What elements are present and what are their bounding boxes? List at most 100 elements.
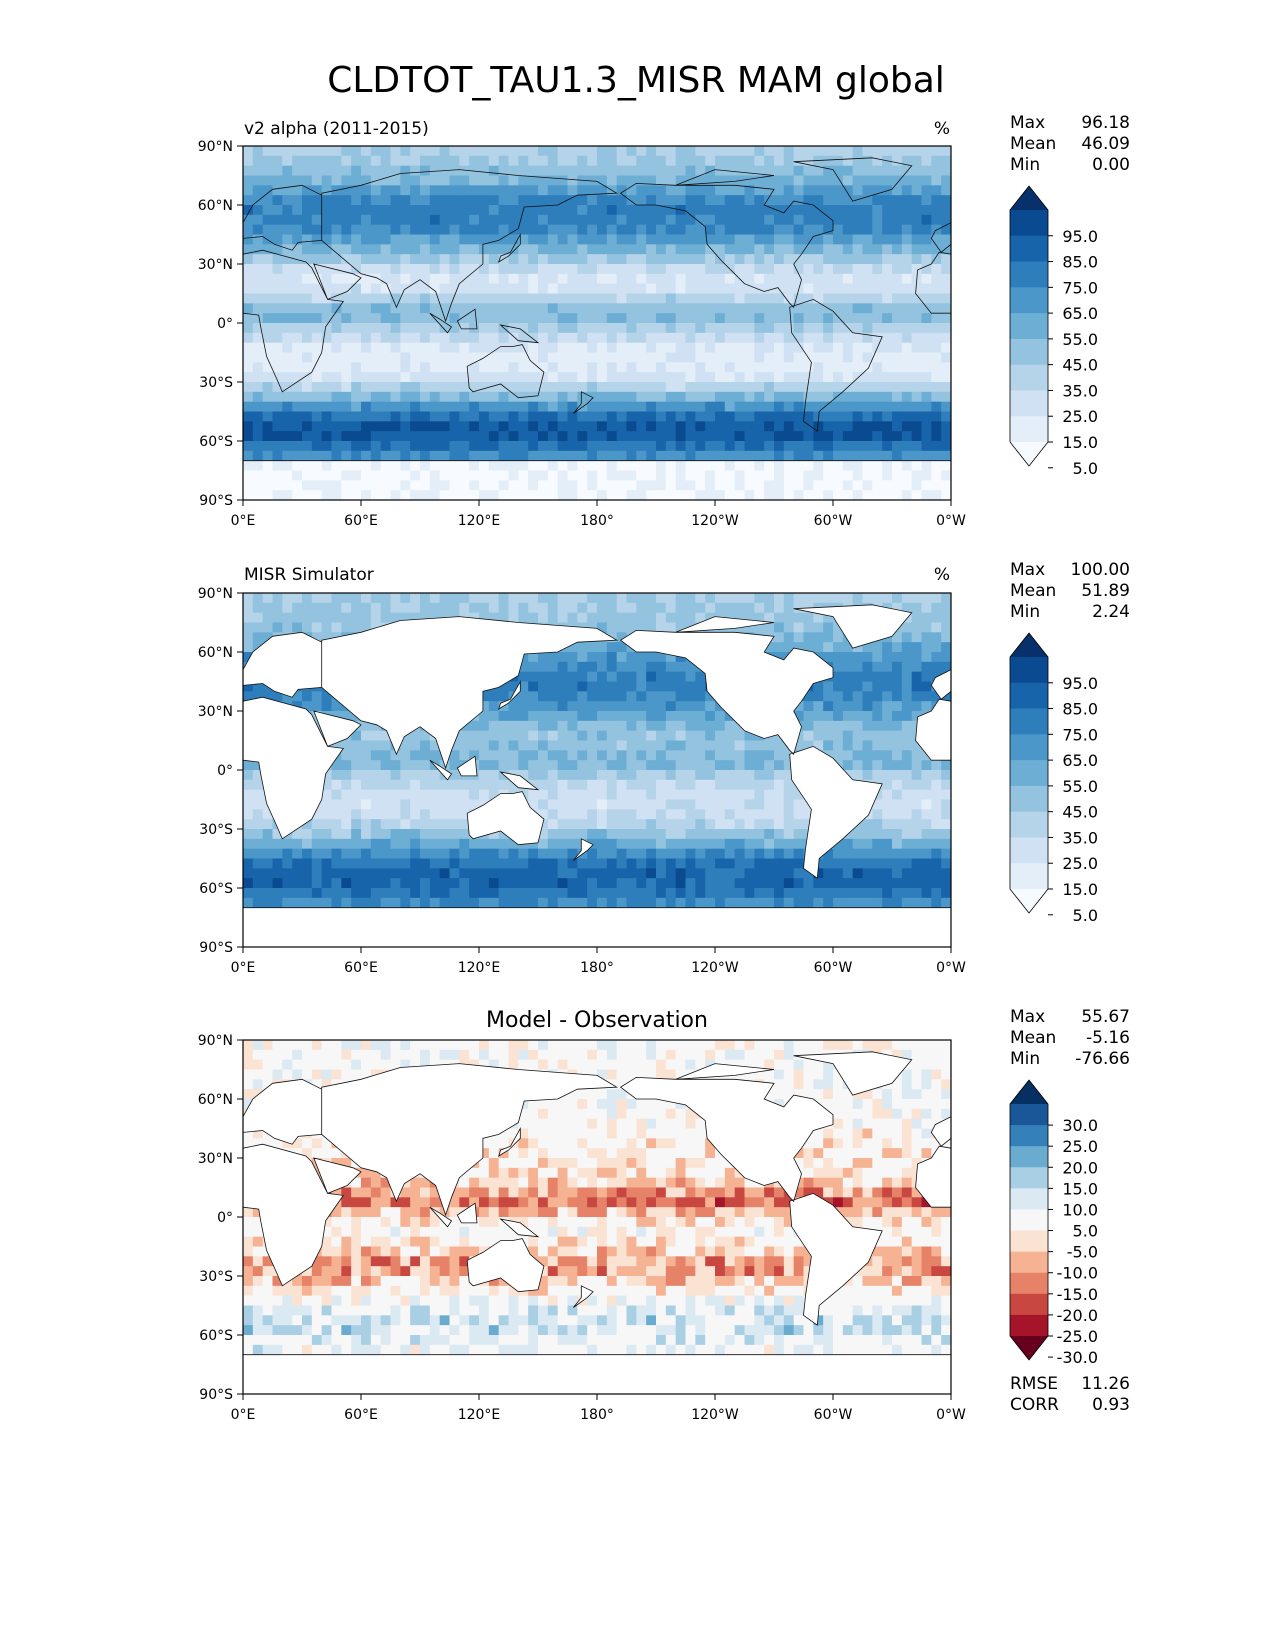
field-cell — [282, 362, 293, 373]
field-cell — [744, 155, 755, 167]
field-cell — [803, 293, 814, 304]
field-cell — [911, 185, 922, 196]
field-cell — [479, 888, 490, 899]
field-cell — [744, 460, 755, 471]
field-cell — [498, 165, 509, 176]
field-cell — [744, 283, 755, 294]
field-cell — [734, 283, 745, 294]
field-cell — [567, 681, 578, 692]
field-cell — [557, 819, 568, 830]
field-cell — [695, 401, 706, 412]
field-cell — [675, 175, 686, 186]
field-cell — [783, 342, 795, 353]
field-cell — [764, 332, 775, 344]
field-cell — [439, 214, 450, 226]
field-cell — [311, 224, 323, 235]
field-cell — [705, 401, 716, 412]
field-cell — [862, 323, 873, 334]
field-cell — [774, 382, 785, 393]
field-cell — [380, 770, 391, 781]
field-cell — [479, 789, 490, 800]
field-cell — [626, 848, 637, 859]
field-cell — [311, 858, 323, 869]
field-cell — [528, 730, 539, 741]
field-cell — [243, 858, 254, 869]
field-cell — [508, 421, 519, 432]
field-cell — [469, 382, 480, 393]
field-cell — [292, 175, 303, 186]
field-cell — [685, 858, 696, 869]
field-cell — [675, 848, 686, 859]
field-cell — [636, 224, 647, 235]
field-cell — [351, 185, 362, 196]
field-cell — [665, 661, 677, 673]
field-cell — [823, 632, 834, 643]
field-cell — [252, 602, 264, 614]
field-cell — [243, 332, 254, 344]
field-cell — [252, 303, 264, 314]
field-cell — [646, 313, 657, 324]
field-cell — [390, 602, 401, 614]
field-cell — [921, 632, 932, 643]
field-cell — [823, 165, 834, 176]
field-cell — [577, 342, 588, 353]
field-cell — [842, 411, 854, 422]
field-cell — [774, 146, 785, 157]
field-cell — [528, 313, 539, 324]
field-cell — [882, 313, 893, 324]
field-cell — [262, 362, 273, 373]
field-cell — [429, 799, 441, 810]
field-cell — [538, 411, 549, 422]
field-cell — [882, 362, 893, 373]
field-cell — [764, 450, 775, 462]
field-cell — [813, 711, 824, 722]
field-cell — [872, 431, 883, 442]
field-cell — [921, 431, 932, 442]
field-cell — [528, 661, 539, 673]
field-cell — [331, 155, 342, 167]
field-cell — [783, 214, 795, 226]
field-cell — [941, 460, 951, 471]
field-cell — [774, 612, 785, 623]
field-cell — [685, 146, 696, 157]
field-cell — [361, 490, 372, 500]
field-cell — [400, 391, 411, 403]
field-cell — [852, 155, 863, 167]
field-cell — [872, 293, 883, 304]
field-cell — [901, 819, 913, 830]
field-cell — [695, 323, 706, 334]
field-cell — [931, 819, 942, 830]
field-cell — [252, 264, 264, 275]
field-cell — [252, 642, 264, 653]
field-cell — [872, 165, 883, 176]
field-cell — [577, 691, 588, 702]
field-cell — [724, 789, 736, 800]
stat-mean-value: 46.09 — [1081, 134, 1130, 154]
field-cell — [616, 858, 627, 869]
field-cell — [311, 622, 323, 633]
field-cell — [469, 293, 480, 304]
field-cell — [636, 750, 647, 761]
field-cell — [793, 254, 804, 265]
field-cell — [901, 691, 913, 702]
field-cell — [400, 819, 411, 830]
field-cell — [665, 691, 677, 702]
field-cell — [597, 362, 608, 373]
field-cell — [724, 382, 736, 393]
field-cell — [941, 293, 951, 304]
field-cell — [479, 897, 490, 909]
field-cell — [734, 878, 745, 889]
field-cell — [449, 401, 460, 412]
field-cell — [783, 146, 795, 157]
field-cell — [282, 205, 293, 216]
field-cell — [321, 332, 332, 344]
field-cell — [587, 809, 598, 820]
field-cell — [764, 470, 775, 481]
field-cell — [597, 490, 608, 500]
field-cell — [538, 401, 549, 412]
field-cell — [252, 146, 264, 157]
field-cell — [695, 671, 706, 682]
field-cell — [764, 480, 775, 491]
field-cell — [931, 254, 942, 265]
field-cell — [685, 460, 696, 471]
